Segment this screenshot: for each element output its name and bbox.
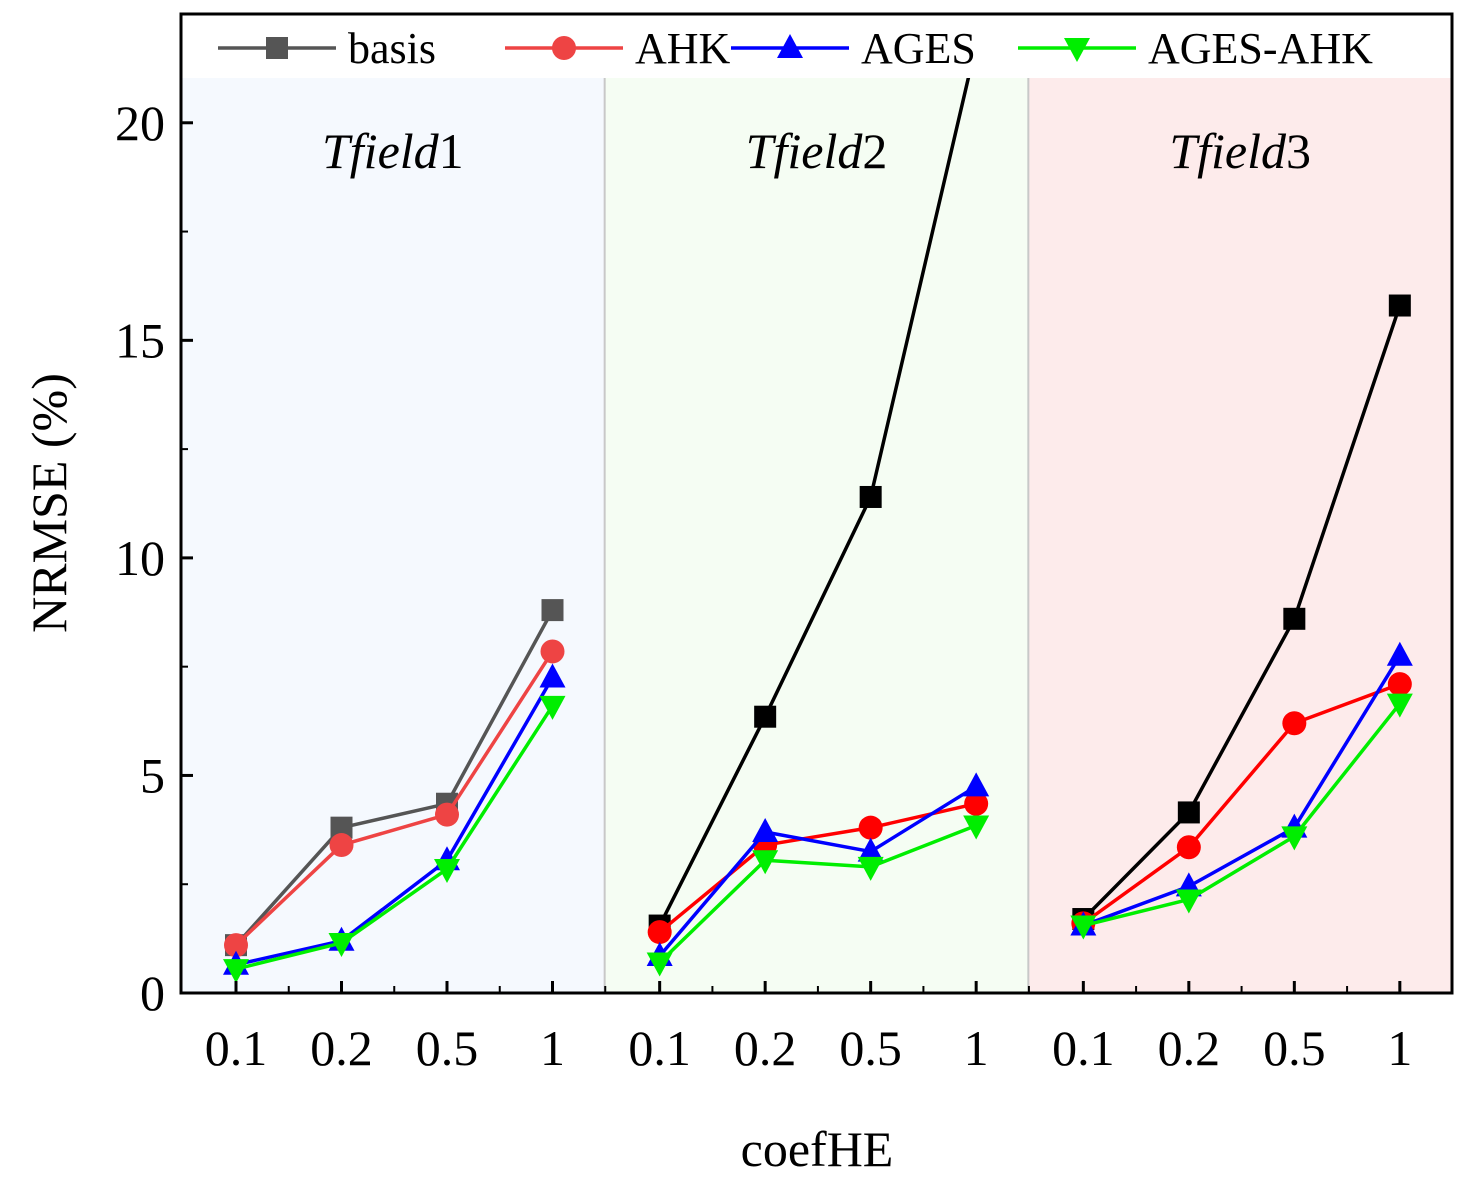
y-tick-label: 5 xyxy=(140,747,165,803)
data-point-ages-ahk xyxy=(1175,889,1202,914)
data-point-ages-ahk xyxy=(963,815,990,840)
series-line-ages-ahk-panel-3 xyxy=(1082,702,1402,928)
data-point-ahk xyxy=(329,833,354,858)
data-point-basis xyxy=(541,599,564,622)
data-point-ages-ahk xyxy=(1281,826,1308,851)
y-axis-title: NRMSE (%) xyxy=(21,373,77,633)
data-point-ahk xyxy=(1282,711,1307,736)
series-line-ahk-panel-1 xyxy=(234,650,554,947)
series-line-basis-panel-3 xyxy=(1082,304,1402,921)
series-line-ages-ahk-panel-1 xyxy=(235,704,554,971)
data-point-basis xyxy=(859,485,882,508)
data-point-ahk xyxy=(858,815,883,840)
panel-title-3: Tfield3 xyxy=(1169,123,1311,179)
series-line-basis-panel-1 xyxy=(234,609,555,947)
x-tick-label: 0.2 xyxy=(1158,1020,1221,1076)
series-line-ages-panel-2 xyxy=(658,784,978,958)
y-axis: 0 5 10 15 20 xyxy=(115,95,193,1021)
data-point-ages-ahk xyxy=(539,695,566,720)
data-point-ages-ahk xyxy=(223,959,249,984)
data-point-basis xyxy=(330,816,353,839)
x-tick-label: 0.1 xyxy=(628,1020,691,1076)
data-point-ages xyxy=(963,772,990,797)
data-point-ages-ahk xyxy=(752,850,779,875)
panel-title-2: Tfield2 xyxy=(746,123,888,179)
legend-label-ages-ahk: AGES-AHK xyxy=(1148,24,1373,73)
data-point-ages xyxy=(1386,641,1413,666)
panel-title-number: 2 xyxy=(862,123,887,179)
panel-background-2 xyxy=(604,78,1029,993)
y-tick-label: 15 xyxy=(115,312,165,368)
x-tick-label: 0.5 xyxy=(839,1020,902,1076)
panel-background-1 xyxy=(181,78,605,993)
series-layer xyxy=(223,33,1413,984)
panel-backgrounds xyxy=(181,78,1452,993)
x-axis-title: coefHE xyxy=(741,1121,894,1177)
data-point-ages xyxy=(857,837,884,862)
panel-separators xyxy=(603,78,1030,993)
panel-title-word: Tfield xyxy=(746,123,864,179)
data-point-ahk xyxy=(540,639,565,664)
data-point-ahk xyxy=(224,933,248,958)
legend-label-basis: basis xyxy=(348,24,436,73)
x-tick-label: 0.2 xyxy=(310,1020,373,1076)
series-line-ahk-panel-2 xyxy=(658,802,977,934)
data-point-ages-ahk xyxy=(434,858,460,883)
panel-title-word: Tfield xyxy=(1169,123,1287,179)
data-point-basis xyxy=(1388,294,1411,317)
data-point-ages-ahk xyxy=(857,856,884,881)
legend: basis AHK AGES AGES-AHK xyxy=(183,16,1450,78)
legend-label-ages: AGES xyxy=(861,24,976,73)
series-line-ages-panel-3 xyxy=(1082,654,1402,928)
data-point-ages-ahk xyxy=(1386,693,1413,718)
x-tick-label: 0.1 xyxy=(205,1020,268,1076)
series-line-ahk-panel-3 xyxy=(1082,682,1401,925)
x-axis: 0.1 0.2 0.5 1 0.1 0.2 0.5 1 0.1 0.2 0.5 1 xyxy=(205,981,1412,1076)
x-tick-label: 1 xyxy=(964,1020,989,1076)
series-line-ages-panel-1 xyxy=(235,676,555,967)
panel-background-3 xyxy=(1028,78,1452,993)
legend-marker-ahk xyxy=(552,36,576,60)
data-point-basis xyxy=(1177,801,1200,824)
legend-marker-ages-ahk xyxy=(1064,38,1090,62)
data-point-ages xyxy=(752,818,779,843)
y-tick-label: 0 xyxy=(140,965,165,1021)
series-line-ages-ahk-panel-2 xyxy=(658,823,977,964)
x-tick-label: 1 xyxy=(1387,1020,1412,1076)
data-point-ahk xyxy=(1387,672,1412,697)
x-tick-label: 0.2 xyxy=(734,1020,797,1076)
data-point-ages-ahk xyxy=(328,932,355,957)
x-tick-label: 1 xyxy=(540,1020,565,1076)
legend-marker-ages xyxy=(777,34,803,58)
plot-frame xyxy=(179,12,1454,995)
data-point-ages xyxy=(539,663,566,688)
legend-marker-basis xyxy=(266,37,288,59)
data-point-ahk xyxy=(435,802,459,827)
data-point-ages-ahk xyxy=(1070,915,1097,940)
panel-title-number: 3 xyxy=(1286,123,1311,179)
panel-title-word: Tfield xyxy=(322,123,440,179)
panel-title-1: Tfield1 xyxy=(322,123,464,179)
panel-titles: Tfield1 Tfield2 Tfield3 xyxy=(322,123,1311,179)
x-tick-label: 0.1 xyxy=(1052,1020,1115,1076)
data-point-ahk xyxy=(647,920,672,945)
x-tick-label: 0.5 xyxy=(1263,1020,1326,1076)
data-point-ahk xyxy=(1176,835,1201,860)
legend-label-ahk: AHK xyxy=(635,24,731,73)
y-tick-label: 10 xyxy=(115,530,165,586)
panel-title-number: 1 xyxy=(439,123,464,179)
series-line-basis-panel-2 xyxy=(658,44,978,927)
y-tick-label: 20 xyxy=(115,95,165,151)
data-point-ages-ahk xyxy=(646,952,673,977)
x-tick-label: 0.5 xyxy=(416,1020,479,1076)
data-point-basis xyxy=(1283,607,1306,630)
data-point-ahk xyxy=(964,791,989,816)
data-point-basis xyxy=(754,705,777,728)
